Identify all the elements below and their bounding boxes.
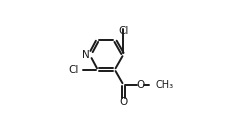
Text: N: N [81,50,89,60]
Text: Cl: Cl [117,26,128,36]
Text: Cl: Cl [68,65,78,75]
Text: CH₃: CH₃ [155,80,173,90]
Text: O: O [119,97,127,107]
Text: O: O [135,80,144,90]
